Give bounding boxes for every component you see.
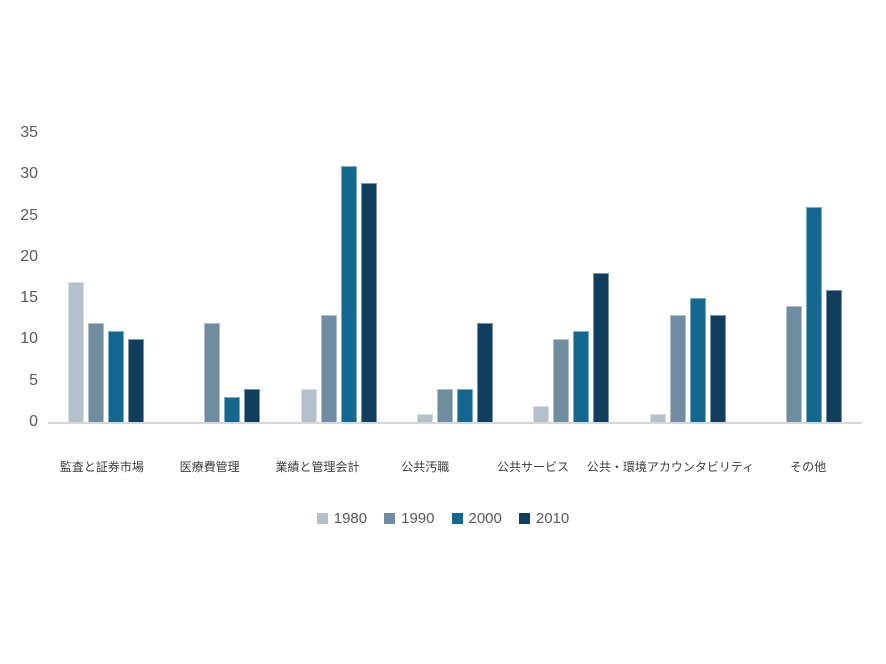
bar-2010 [360, 182, 377, 422]
bar-1980 [68, 281, 85, 422]
legend: 1980 1990 2000 2010 [0, 511, 886, 526]
y-axis-tick-label: 30 [20, 165, 38, 183]
bar-1990 [88, 322, 105, 422]
bar-2010 [476, 322, 493, 422]
legend-item-2000: 2000 [451, 510, 502, 527]
legend-label: 2010 [535, 510, 570, 527]
bar-2010 [825, 289, 842, 422]
bar-2010 [709, 314, 726, 422]
legend-swatch-icon [518, 513, 530, 524]
bar-1980 [416, 413, 433, 422]
bar-2000 [224, 397, 241, 422]
bar-group [629, 133, 745, 422]
bar-2010 [128, 339, 145, 422]
y-axis-tick-label: 35 [20, 124, 38, 141]
x-axis-category-label: 医療費管理 [179, 460, 240, 474]
x-axis-category-label: 業績と管理会計 [275, 460, 360, 474]
y-axis-tick-label: 10 [20, 330, 38, 348]
legend-item-1990: 1990 [384, 510, 435, 527]
bar-1990 [320, 314, 337, 422]
bar-2000 [340, 166, 357, 422]
bar-group [48, 133, 164, 422]
bar-group [281, 133, 397, 422]
x-axis-category-label: 公共サービス [497, 460, 570, 474]
bar-2000 [805, 207, 822, 422]
y-axis-tick-label: 0 [29, 413, 38, 430]
bar-2010 [593, 273, 610, 422]
x-axis-labels: 監査と証券市場 医療費管理 業績と管理会計 公共汚職 公共サービス 公共・環境アカウンタビ… [48, 460, 862, 476]
x-axis-category-label: 公共汚職 [401, 460, 450, 474]
bar-group [513, 133, 629, 422]
bar-1990 [785, 306, 802, 422]
bar-2000 [456, 388, 473, 422]
bar-2010 [244, 388, 261, 422]
bar-2000 [689, 298, 706, 422]
bar-groups [48, 133, 862, 422]
legend-label: 2000 [468, 510, 502, 527]
y-axis-tick-label: 25 [20, 206, 38, 224]
legend-item-2010: 2010 [518, 510, 570, 527]
x-axis-category-label: その他 [790, 460, 827, 474]
y-axis-tick-label: 15 [20, 289, 38, 307]
bar-2000 [108, 331, 125, 422]
plot-area [48, 133, 862, 424]
bar-group [164, 133, 280, 422]
legend-label: 1990 [401, 510, 435, 527]
legend-label: 1980 [333, 510, 368, 527]
bar-1990 [669, 314, 686, 422]
bar-group [746, 133, 862, 422]
x-axis-category-label: 監査と証券市場 [59, 460, 144, 474]
bar-1980 [533, 405, 550, 422]
bar-group [397, 133, 513, 422]
legend-swatch-icon [451, 513, 463, 524]
y-axis-tick-label: 5 [29, 371, 38, 389]
legend-swatch-icon [384, 513, 396, 524]
bar-1980 [649, 413, 666, 422]
y-axis-tick-label: 20 [20, 247, 38, 265]
x-axis-category-label: 公共・環境アカウンタビリティ [586, 460, 755, 474]
bar-1990 [204, 322, 221, 422]
bar-2000 [573, 331, 590, 422]
bar-1990 [553, 339, 570, 422]
legend-item-1980: 1980 [316, 510, 368, 527]
legend-swatch-icon [316, 513, 328, 524]
bar-1980 [300, 388, 317, 422]
bar-1990 [436, 388, 453, 422]
